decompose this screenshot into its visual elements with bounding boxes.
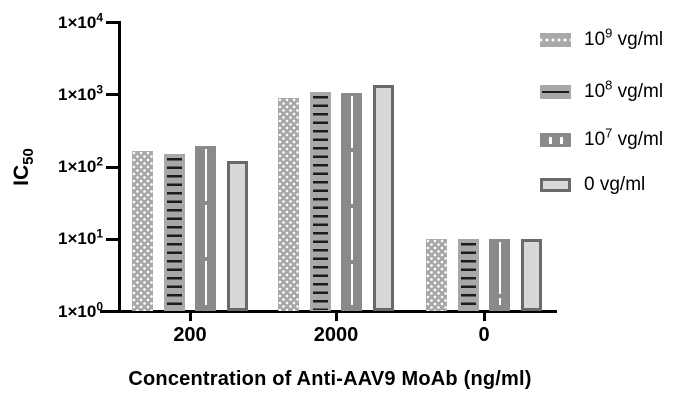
bar-group200-series-hlines — [163, 154, 185, 311]
bar-group0-series-hlines — [457, 239, 479, 311]
y-tick-label-1e2: 1×102 — [58, 154, 103, 177]
bar-group0-series-vline — [489, 239, 511, 311]
legend-swatch-vline-icon — [540, 133, 571, 147]
legend-swatch-plain-icon — [540, 178, 571, 192]
x-axis-title: Concentration of Anti-AAV9 MoAb (ng/ml) — [128, 368, 532, 390]
x-tick-2000 — [334, 311, 338, 321]
y-axis-line — [118, 21, 121, 313]
y-tick-1e4 — [106, 21, 119, 25]
x-axis-line — [100, 310, 557, 313]
legend-label-2: 107 vg/ml — [584, 125, 664, 150]
bar-group2000-series-hlines — [309, 91, 331, 311]
bar-group200-series-vline — [195, 146, 217, 311]
bar-group2000-series-plain — [373, 85, 395, 311]
y-tick-1e1 — [106, 237, 119, 241]
bar-group200-series-plain — [227, 161, 249, 311]
bar-group200-series-dots — [131, 151, 153, 311]
x-tick-0 — [482, 311, 486, 321]
y-tick-1e2 — [106, 165, 119, 169]
x-tick-label-200: 200 — [173, 324, 207, 346]
x-tick-200 — [188, 311, 192, 321]
legend-label-3: 0 vg/ml — [584, 174, 646, 195]
y-tick-label-1e0: 1×100 — [58, 298, 103, 321]
x-tick-label-0: 0 — [478, 324, 490, 346]
bar-group0-series-dots — [425, 239, 447, 311]
y-tick-1e3 — [106, 93, 119, 97]
legend-label-0: 109 vg/ml — [584, 25, 664, 50]
x-tick-label-2000: 2000 — [313, 324, 359, 346]
legend-item-vline: 107 vg/ml — [540, 127, 663, 150]
legend-item-hlines: 108 vg/ml — [540, 79, 663, 102]
legend-item-dots: 109 vg/ml — [540, 27, 663, 50]
legend-label-1: 108 vg/ml — [584, 77, 664, 102]
bar-group2000-series-vline — [341, 93, 363, 311]
legend-swatch-hlines-icon — [540, 85, 571, 99]
legend-item-plain: 0 vg/ml — [540, 174, 645, 195]
y-tick-label-1e4: 1×104 — [58, 10, 103, 32]
y-tick-label-1e3: 1×103 — [58, 82, 103, 104]
y-tick-1e0 — [106, 310, 119, 313]
bar-group0-series-plain — [521, 239, 543, 311]
bar-group2000-series-dots — [277, 97, 299, 311]
y-tick-label-1e1: 1×101 — [58, 226, 103, 249]
legend-swatch-dots-icon — [540, 33, 571, 47]
